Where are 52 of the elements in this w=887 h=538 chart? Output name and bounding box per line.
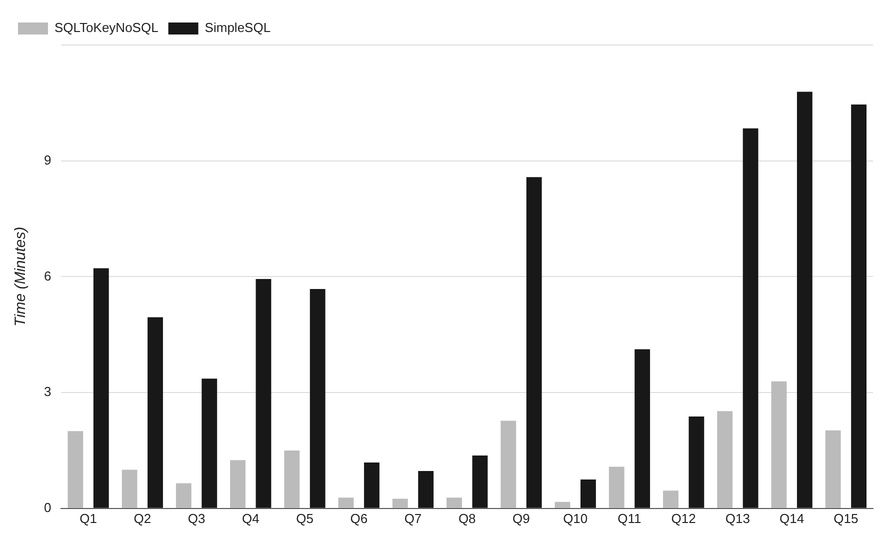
y-tick-label: 9 <box>44 152 52 168</box>
legend-label: SimpleSQL <box>204 20 271 36</box>
bar <box>771 381 787 508</box>
y-tick-label: 3 <box>44 384 52 400</box>
bar <box>284 450 300 508</box>
bar <box>392 498 408 508</box>
x-tick-label: Q13 <box>725 510 750 526</box>
bar <box>68 431 84 508</box>
y-tick-label: 6 <box>44 268 52 284</box>
bar <box>310 289 326 508</box>
x-tick-label: Q11 <box>618 510 642 526</box>
bar <box>688 416 704 508</box>
bar <box>825 430 841 508</box>
bar <box>526 177 542 508</box>
bar <box>338 498 354 508</box>
y-axis-title: Time (Minutes) <box>12 226 30 327</box>
bar <box>796 92 812 508</box>
bar <box>364 462 380 508</box>
x-tick-label: Q14 <box>780 510 804 526</box>
x-tick-label: Q7 <box>404 510 422 526</box>
x-tick-label: Q12 <box>671 510 696 526</box>
x-tick-label: Q9 <box>512 510 530 526</box>
bar <box>93 268 109 508</box>
x-tick-label: Q2 <box>134 510 152 526</box>
bar <box>608 466 624 508</box>
x-tick-label: Q15 <box>834 510 858 526</box>
bar <box>851 104 867 508</box>
bar <box>717 411 733 508</box>
bar <box>202 378 218 508</box>
y-tick-label: 0 <box>44 500 52 515</box>
x-tick-label: Q6 <box>350 510 368 526</box>
x-tick-label: Q10 <box>563 510 588 526</box>
bar <box>148 317 163 508</box>
bar <box>418 470 434 508</box>
x-tick-label: Q1 <box>80 510 97 526</box>
bar <box>446 498 462 508</box>
x-tick-label: Q4 <box>242 510 260 526</box>
bar <box>472 455 488 508</box>
bar <box>122 470 138 508</box>
bar <box>663 490 678 508</box>
x-tick-label: Q5 <box>296 510 314 526</box>
bar <box>500 420 516 508</box>
bar <box>580 479 596 508</box>
x-tick-label: Q8 <box>458 510 476 526</box>
bar <box>742 128 758 508</box>
bar <box>554 502 570 508</box>
bar <box>634 349 650 508</box>
bar <box>256 279 272 508</box>
bar <box>230 460 246 508</box>
x-tick-label: Q3 <box>188 510 206 526</box>
legend-label: SQLToKeyNoSQL <box>54 20 158 36</box>
bar <box>176 483 192 508</box>
